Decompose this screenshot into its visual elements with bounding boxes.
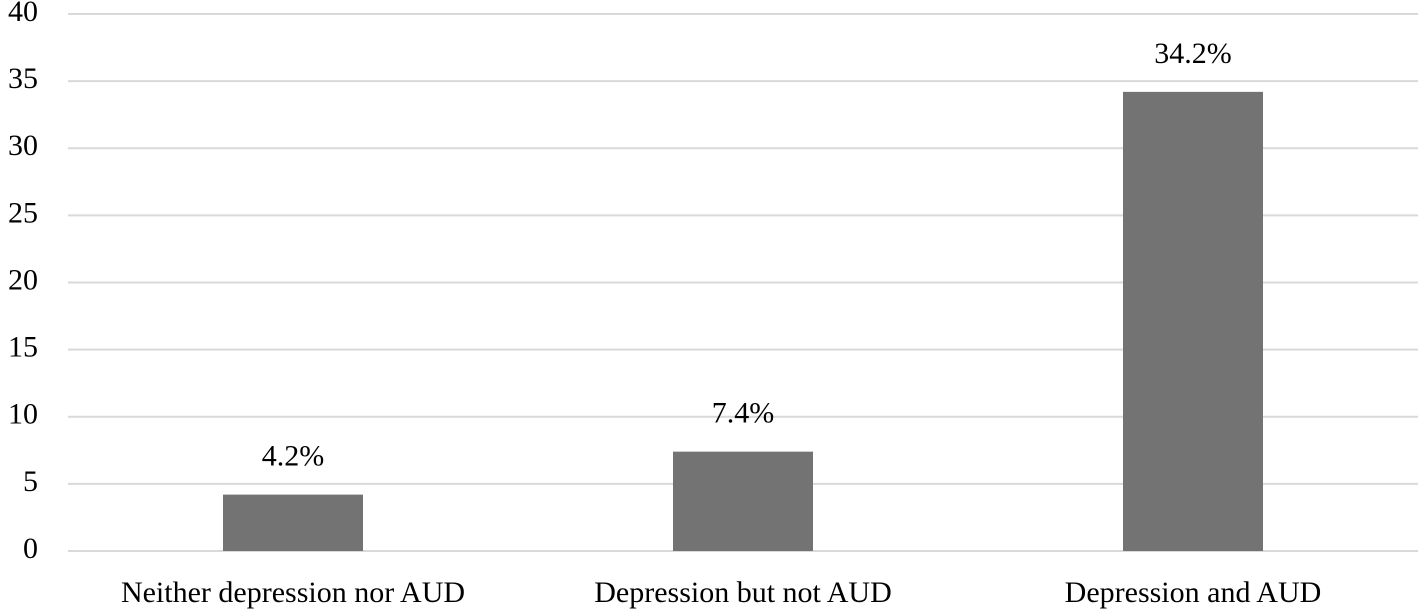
y-tick-label: 20 xyxy=(8,263,38,296)
x-tick-label: Neither depression nor AUD xyxy=(121,576,465,609)
bar xyxy=(673,451,813,551)
data-label: 7.4% xyxy=(712,397,775,430)
data-label: 4.2% xyxy=(262,440,325,473)
x-tick-label: Depression and AUD xyxy=(1065,576,1322,609)
y-tick-label: 40 xyxy=(8,0,38,28)
y-tick-label: 0 xyxy=(23,532,38,565)
data-label: 34.2% xyxy=(1154,37,1232,70)
y-tick-label: 5 xyxy=(23,465,38,498)
y-tick-label: 35 xyxy=(8,62,38,95)
y-tick-label: 25 xyxy=(8,196,38,229)
y-tick-label: 10 xyxy=(8,398,38,431)
x-tick-label: Depression but not AUD xyxy=(594,576,891,609)
y-tick-label: 30 xyxy=(8,129,38,162)
bar xyxy=(1123,91,1263,552)
bar xyxy=(223,494,363,551)
y-tick-label: 15 xyxy=(8,331,38,364)
